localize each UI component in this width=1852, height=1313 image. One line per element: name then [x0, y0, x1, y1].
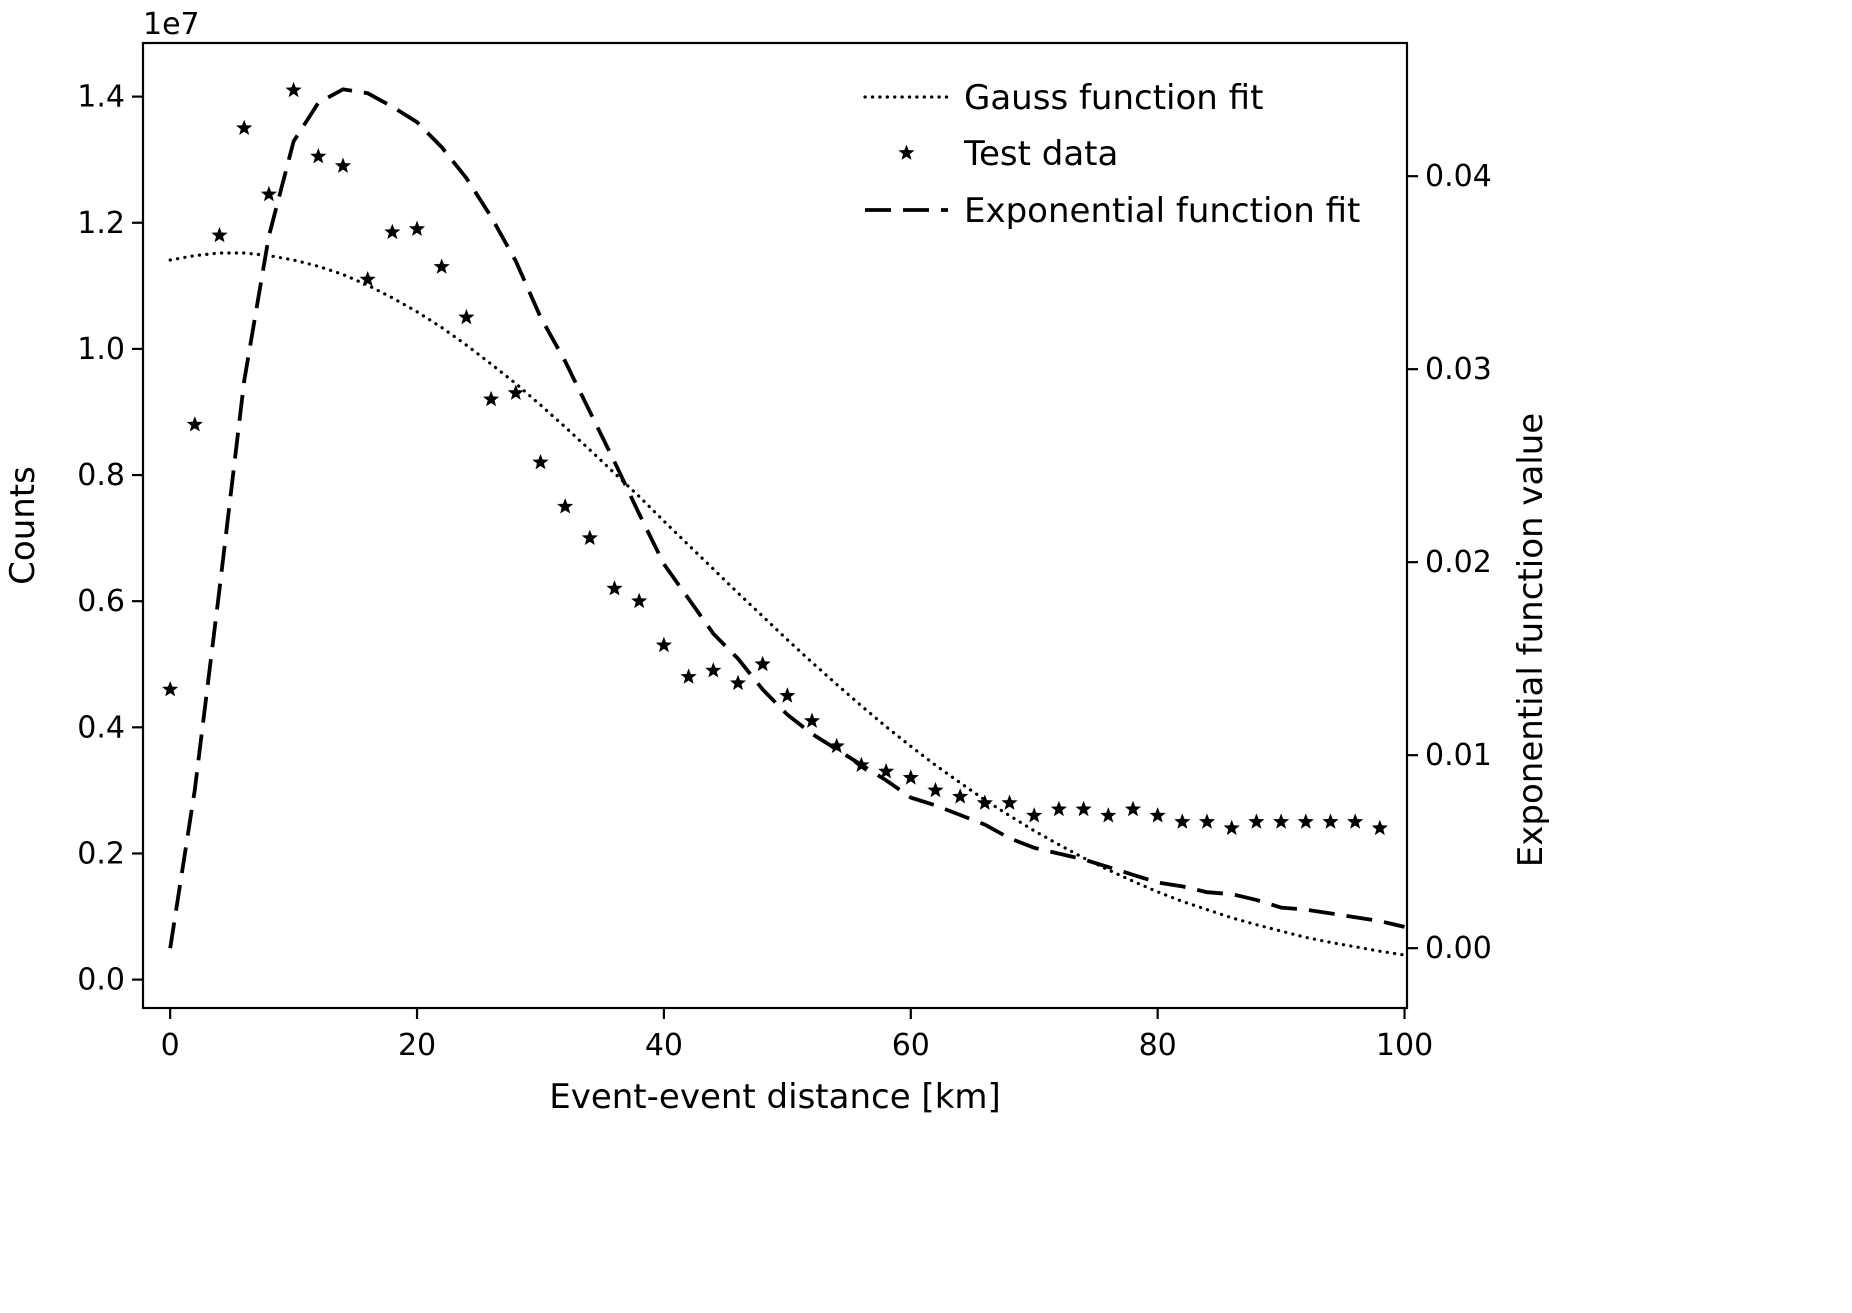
test-data-star-marker	[680, 668, 697, 684]
test-data-star-marker	[1149, 807, 1166, 823]
test-data-star-marker	[1026, 807, 1043, 823]
left-axis-offset-label: 1e7	[143, 7, 200, 42]
x-tick-label: 20	[398, 1028, 436, 1063]
test-data-star-marker	[878, 763, 895, 779]
right-y-axis: 0.00 0.01 0.02 0.03 0.04	[1407, 159, 1492, 966]
test-data-star-marker	[1371, 819, 1388, 836]
test-data-star-marker	[186, 416, 203, 432]
gauss-fit-line	[168, 251, 1407, 957]
test-data-star-marker	[828, 737, 845, 754]
test-data-star-marker	[1248, 813, 1265, 829]
left-y-tick-label: 0.2	[77, 836, 125, 871]
left-y-tick-label: 0.8	[77, 458, 125, 493]
right-y-tick-label: 0.03	[1425, 352, 1492, 387]
test-data-star-marker	[557, 498, 574, 514]
legend-item-label: Test data	[963, 134, 1118, 174]
test-data-star-marker	[754, 655, 771, 672]
test-data-star-marker	[1100, 807, 1117, 823]
test-data-star-marker	[1223, 819, 1240, 836]
test-data-star-marker	[260, 185, 277, 202]
test-data-star-marker	[1001, 794, 1018, 810]
right-y-tick-label: 0.00	[1425, 931, 1492, 966]
test-data-star-marker	[384, 223, 401, 240]
test-data-star-marker	[458, 308, 475, 325]
right-y-tick-label: 0.02	[1425, 545, 1492, 580]
right-y-tick-label: 0.01	[1425, 738, 1492, 773]
test-data-star-marker	[1273, 813, 1290, 829]
test-data-star-marker	[1124, 800, 1142, 817]
test-data-star-marker	[1347, 813, 1364, 829]
test-data-star-marker	[803, 712, 821, 728]
test-data-star-marker	[1322, 813, 1339, 829]
test-data-star-marker	[729, 674, 747, 691]
legend-item-label: Gauss function fit	[964, 78, 1263, 118]
test-data-star-marker	[779, 687, 796, 703]
test-data-star-marker	[1198, 813, 1216, 829]
test-data-star-marker	[927, 781, 944, 798]
test-data-star-marker	[532, 453, 549, 470]
left-y-axis-label: Counts	[3, 466, 43, 585]
test-data-star-marker	[952, 788, 969, 804]
test-data-star-marker	[433, 258, 450, 274]
left-y-tick-label: 0.4	[77, 710, 125, 745]
left-y-tick-label: 1.0	[77, 332, 125, 367]
test-data-star-marker	[211, 226, 228, 243]
x-tick-label: 40	[645, 1028, 683, 1063]
left-y-tick-label: 1.4	[77, 80, 125, 115]
test-data-star-marker	[976, 794, 993, 810]
left-y-tick-label: 0.6	[77, 584, 125, 619]
legend: Gauss function fit Test data Exponential f…	[863, 78, 1360, 231]
exponential-fit-line	[168, 87, 1405, 949]
test-data-star-marker	[1297, 813, 1314, 829]
test-data-star-marker	[902, 769, 919, 785]
right-y-axis-label: Exponential function value	[1511, 413, 1551, 867]
x-axis-label: Event-event distance [km]	[549, 1077, 1001, 1117]
x-tick-label: 60	[892, 1028, 930, 1063]
test-data-star-marker	[408, 220, 426, 236]
test-data-star-marker	[606, 580, 623, 596]
test-data-star-marker	[310, 148, 327, 164]
test-data-star-marker	[655, 636, 672, 653]
plot-series	[162, 81, 1407, 957]
left-y-tick-label: 1.2	[77, 206, 125, 241]
legend-item: Test data	[898, 134, 1118, 174]
legend-item: Exponential function fit	[865, 191, 1360, 231]
left-y-tick-label: 0.0	[77, 963, 125, 998]
right-y-tick-label: 0.04	[1425, 159, 1492, 194]
legend-item: Gauss function fit	[863, 78, 1263, 118]
test-data-star-marker	[334, 157, 352, 173]
test-data-star-marker	[507, 384, 524, 400]
test-data-star-marker	[581, 529, 598, 545]
x-tick-label: 0	[161, 1028, 180, 1063]
test-data-star-marker	[631, 592, 648, 609]
test-data-star-marker	[1075, 800, 1092, 817]
x-tick-label: 100	[1376, 1028, 1433, 1063]
x-axis: 0 20 40 60 80 100	[161, 1008, 1433, 1063]
left-y-axis: 0.0 0.2 0.4 0.6 0.8 1.0 1.2 1.4	[77, 80, 143, 998]
test-data-star-marker	[359, 271, 376, 287]
x-tick-label: 80	[1139, 1028, 1177, 1063]
test-data-star-marker	[483, 390, 500, 407]
test-data-star-marker	[285, 81, 302, 98]
test-data-star-marker	[162, 681, 179, 697]
legend-star-marker-icon	[898, 144, 915, 160]
test-data-star-marker	[705, 662, 722, 678]
test-data-star-marker	[236, 119, 253, 135]
test-data-star-marker	[1050, 800, 1067, 817]
plot-spines	[141, 41, 1409, 1010]
legend-item-label: Exponential function fit	[964, 191, 1360, 231]
test-data-star-marker	[1174, 813, 1191, 829]
